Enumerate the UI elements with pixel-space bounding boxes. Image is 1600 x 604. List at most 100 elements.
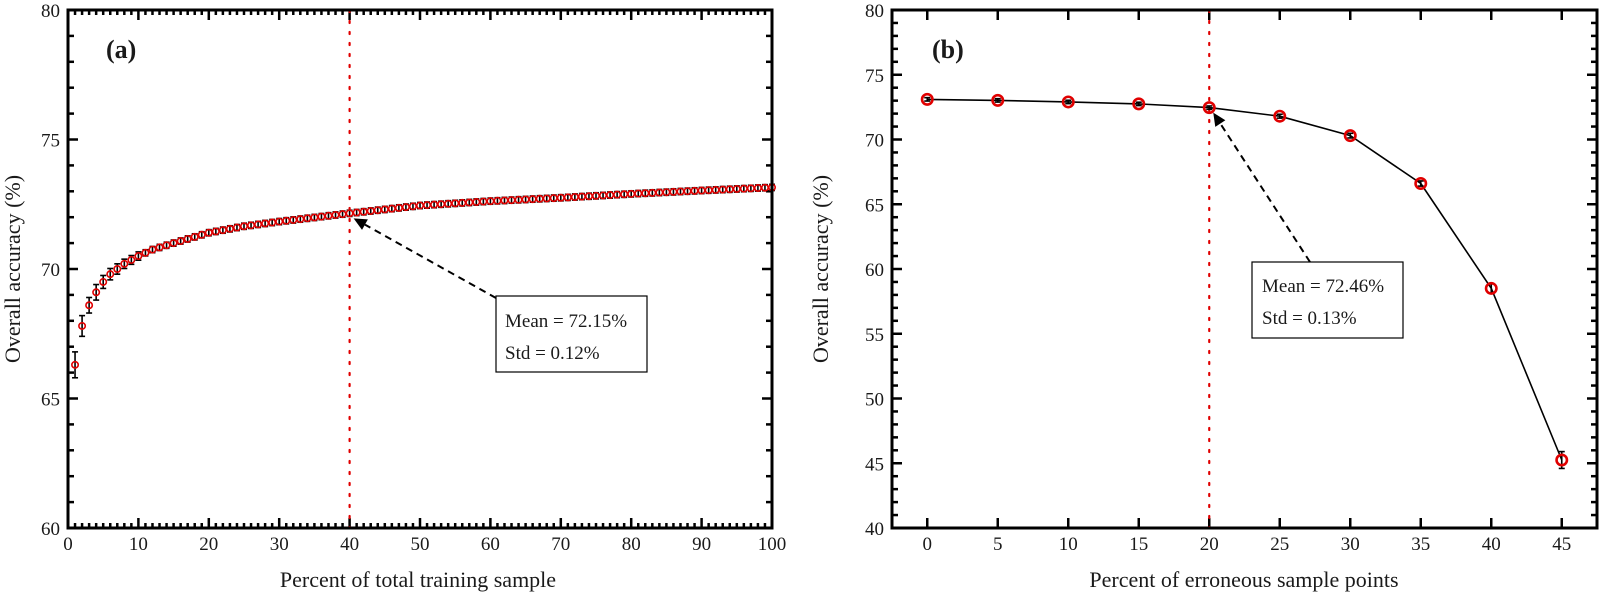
x-tick-label: 20 [199,534,218,555]
error-bar [72,351,79,379]
data-point [99,277,108,286]
y-tick-label: 65 [41,390,60,411]
panel-a-arrow-head [353,218,368,230]
panel-a-annotation-box [495,295,648,373]
data-point [141,248,150,257]
x-tick-label: 60 [481,534,500,555]
panel-a-annotation-arrow [364,223,497,299]
panel-a: 0 10 20 30 40 50 60 70 80 90 100 60 65 70 75 80 (a) Per… [0,1,786,592]
x-tick-label: 100 [758,534,787,555]
error-bar [1276,113,1283,119]
data-point [1414,177,1428,191]
y-tick-label: 70 [41,260,60,281]
panel-a-plot-frame [66,8,774,530]
x-tick-label: 45 [1552,534,1571,555]
data-point [197,230,206,239]
panel-b-annotation-box [1251,261,1404,339]
panel-b-y-axis-label: Overall accuracy (%) [808,175,833,363]
y-tick-label: 70 [865,131,884,152]
y-tick-label: 65 [865,195,884,216]
data-point [85,301,94,310]
panel-a-ticks [66,8,774,530]
y-tick-label: 45 [865,454,884,475]
data-point [78,321,87,330]
panel-b-ticks [892,8,1597,530]
error-bar [924,96,931,102]
panel-b-annotation-arrow [1219,123,1311,263]
x-tick-label: 35 [1411,534,1430,555]
panel-a-label: (a) [106,35,136,64]
y-tick-label: 50 [865,390,884,411]
error-bar [1417,180,1424,187]
data-point [1273,109,1287,123]
y-tick-label: 80 [865,1,884,22]
data-point [120,259,129,268]
data-point [106,270,115,279]
data-point [232,223,241,232]
panel-b: 0 5 10 15 20 25 30 35 40 45 40 45 50 55 60 65 70 75 80 (b)… [808,1,1599,592]
error-bar [79,314,86,338]
data-point [169,239,178,248]
panel-a-tick-labels: 0 10 20 30 40 50 60 70 80 90 100 60 65 70 75 80 [41,1,786,555]
data-point [991,93,1005,107]
panel-b-label: (b) [932,35,964,64]
x-tick-label: 10 [1059,534,1078,555]
panel-b-tick-labels: 0 5 10 15 20 25 30 35 40 45 40 45 50 55 60 65 70 75 80 [865,1,1571,555]
panel-b-arrow-head [1213,112,1226,127]
y-tick-label: 40 [865,519,884,540]
error-bar [1065,99,1072,105]
y-tick-label: 75 [41,131,60,152]
x-tick-label: 0 [923,534,933,555]
data-point [1132,97,1146,111]
error-bar [1347,132,1354,139]
x-tick-label: 25 [1270,534,1289,555]
panel-a-annotation-mean: Mean = 72.15% [505,311,627,332]
panel-b-annotation-std: Std = 0.13% [1262,308,1357,329]
error-bar [100,274,107,290]
data-point [148,245,157,254]
error-bar [86,296,93,314]
data-point [134,252,143,261]
data-point [71,360,80,369]
panel-a-annotation: Mean = 72.15% Std = 0.12% [353,218,648,373]
x-tick-label: 10 [129,534,148,555]
data-point [1555,453,1569,467]
y-tick-label: 55 [865,325,884,346]
data-point [155,243,164,252]
panel-a-y-axis-label: Overall accuracy (%) [0,175,25,363]
panel-b-x-axis-label: Percent of erroneous sample points [1089,567,1398,592]
data-point [1484,281,1498,295]
x-tick-label: 70 [551,534,570,555]
data-point [1202,101,1216,115]
error-bar [994,97,1001,103]
data-point [92,288,101,297]
y-tick-label: 80 [41,1,60,22]
data-point [225,224,234,233]
error-bar [1135,101,1142,107]
x-tick-label: 40 [1482,534,1501,555]
error-bar [1206,105,1213,111]
y-tick-label: 75 [865,66,884,87]
panel-a-x-axis-label: Percent of total training sample [280,567,556,592]
x-tick-label: 40 [340,534,359,555]
panel-b-plot-frame [890,8,1599,530]
x-tick-label: 0 [63,534,73,555]
x-tick-label: 30 [270,534,289,555]
x-tick-label: 5 [993,534,1003,555]
panel-a-data-points [71,183,776,379]
x-tick-label: 30 [1341,534,1360,555]
data-point [1061,95,1075,109]
y-tick-label: 60 [865,260,884,281]
panel-b-annotation-mean: Mean = 72.46% [1262,276,1384,297]
x-tick-label: 80 [622,534,641,555]
error-bar [93,283,100,301]
data-point [176,237,185,246]
data-point [204,228,213,237]
x-tick-label: 90 [692,534,711,555]
panel-b-annotation: Mean = 72.46% Std = 0.13% [1213,112,1404,339]
data-point [183,234,192,243]
data-line [927,98,1563,461]
panel-a-annotation-std: Std = 0.12% [505,343,600,364]
x-tick-label: 15 [1129,534,1148,555]
